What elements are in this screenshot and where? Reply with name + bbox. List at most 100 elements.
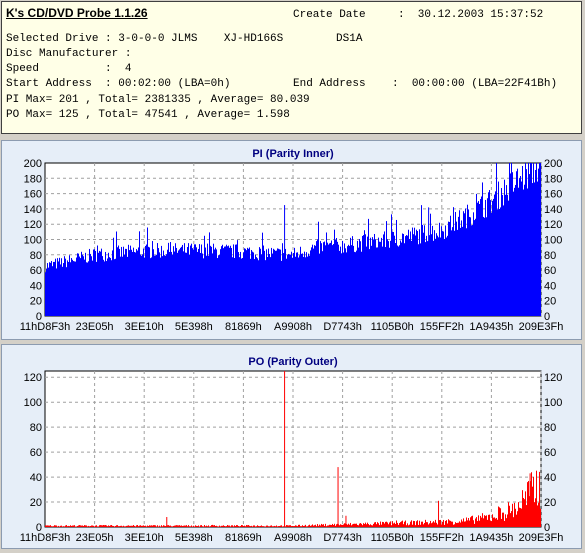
data-bar <box>305 525 306 527</box>
data-bar <box>393 232 394 316</box>
data-bar <box>540 163 541 316</box>
data-bar <box>220 526 221 527</box>
data-bar <box>247 525 248 527</box>
data-bar <box>261 525 262 527</box>
data-bar <box>381 238 382 316</box>
data-bar <box>147 526 148 527</box>
data-bar <box>236 525 237 527</box>
data-bar <box>155 255 156 316</box>
data-bar <box>103 525 104 527</box>
selected-drive: Selected Drive : 3-0-0-0 JLMS XJ-HD166S … <box>6 33 362 46</box>
create-date-label: Create Date <box>293 9 366 22</box>
data-bar <box>139 231 140 316</box>
data-bar <box>352 236 353 316</box>
data-bar <box>45 272 46 316</box>
data-bar <box>409 525 410 527</box>
data-bar <box>350 238 351 316</box>
data-bar <box>473 520 474 527</box>
data-bar <box>486 515 487 527</box>
data-bar <box>101 249 102 316</box>
data-bar <box>274 526 275 527</box>
data-bar <box>202 526 203 527</box>
data-bar <box>495 519 496 527</box>
data-bar <box>269 526 270 527</box>
data-bar <box>249 247 250 316</box>
data-bar <box>45 525 46 527</box>
data-bar <box>520 508 521 527</box>
data-bar <box>456 523 457 527</box>
data-bar <box>519 178 520 316</box>
data-bar <box>49 526 50 527</box>
data-bar <box>251 250 252 316</box>
data-bar <box>296 253 297 316</box>
data-bar <box>328 245 329 316</box>
data-bar <box>331 241 332 316</box>
data-bar <box>314 245 315 316</box>
data-bar <box>532 487 533 527</box>
y-tick-label-left: 120 <box>24 219 42 231</box>
data-bar <box>148 247 149 316</box>
data-bar <box>62 526 63 527</box>
data-bar <box>248 249 249 316</box>
data-bar <box>210 526 211 527</box>
data-bar <box>184 526 185 527</box>
data-bar <box>306 526 307 527</box>
data-bar <box>537 505 538 527</box>
data-bar <box>95 526 96 527</box>
data-bar <box>401 521 402 527</box>
data-bar <box>110 258 111 316</box>
data-bar <box>135 252 136 316</box>
data-bar <box>447 236 448 316</box>
data-bar <box>66 525 67 527</box>
data-bar <box>389 248 390 316</box>
data-bar <box>99 525 100 527</box>
data-bar <box>105 525 106 527</box>
app-title: K's CD/DVD Probe 1.1.26 <box>6 6 148 20</box>
data-bar <box>206 256 207 316</box>
data-bar <box>232 257 233 316</box>
data-bar <box>112 250 113 316</box>
data-bar <box>496 163 497 316</box>
data-bar <box>282 526 283 527</box>
data-bar <box>309 525 310 527</box>
data-bar <box>209 232 210 316</box>
data-bar <box>161 525 162 527</box>
data-bar <box>346 252 347 316</box>
data-bar <box>413 521 414 527</box>
data-bar <box>416 230 417 316</box>
data-bar <box>461 220 462 316</box>
data-bar <box>329 243 330 316</box>
data-bar <box>72 260 73 316</box>
data-bar <box>376 247 377 316</box>
data-bar <box>316 241 317 316</box>
data-bar <box>185 253 186 316</box>
data-bar <box>124 255 125 316</box>
data-bar <box>522 490 523 527</box>
data-bar <box>289 525 290 527</box>
data-bar <box>218 526 219 527</box>
data-bar <box>452 227 453 316</box>
data-bar <box>344 523 345 527</box>
data-bar <box>110 525 111 527</box>
data-bar <box>321 524 322 527</box>
data-bar <box>169 252 170 316</box>
data-bar <box>189 255 190 316</box>
data-bar <box>490 521 491 527</box>
data-bar <box>263 246 264 316</box>
data-bar <box>125 526 126 527</box>
data-bar <box>361 524 362 527</box>
data-bar <box>203 526 204 527</box>
data-bar <box>476 194 477 316</box>
data-bar <box>421 522 422 527</box>
data-bar <box>166 254 167 316</box>
data-bar <box>450 216 451 316</box>
data-bar <box>95 251 96 316</box>
data-bar <box>538 169 539 316</box>
data-bar <box>280 526 281 527</box>
data-bar <box>119 526 120 527</box>
data-bar <box>113 238 114 316</box>
data-bar <box>394 523 395 527</box>
data-bar <box>319 254 320 316</box>
data-bar <box>364 524 365 527</box>
data-bar <box>403 234 404 316</box>
